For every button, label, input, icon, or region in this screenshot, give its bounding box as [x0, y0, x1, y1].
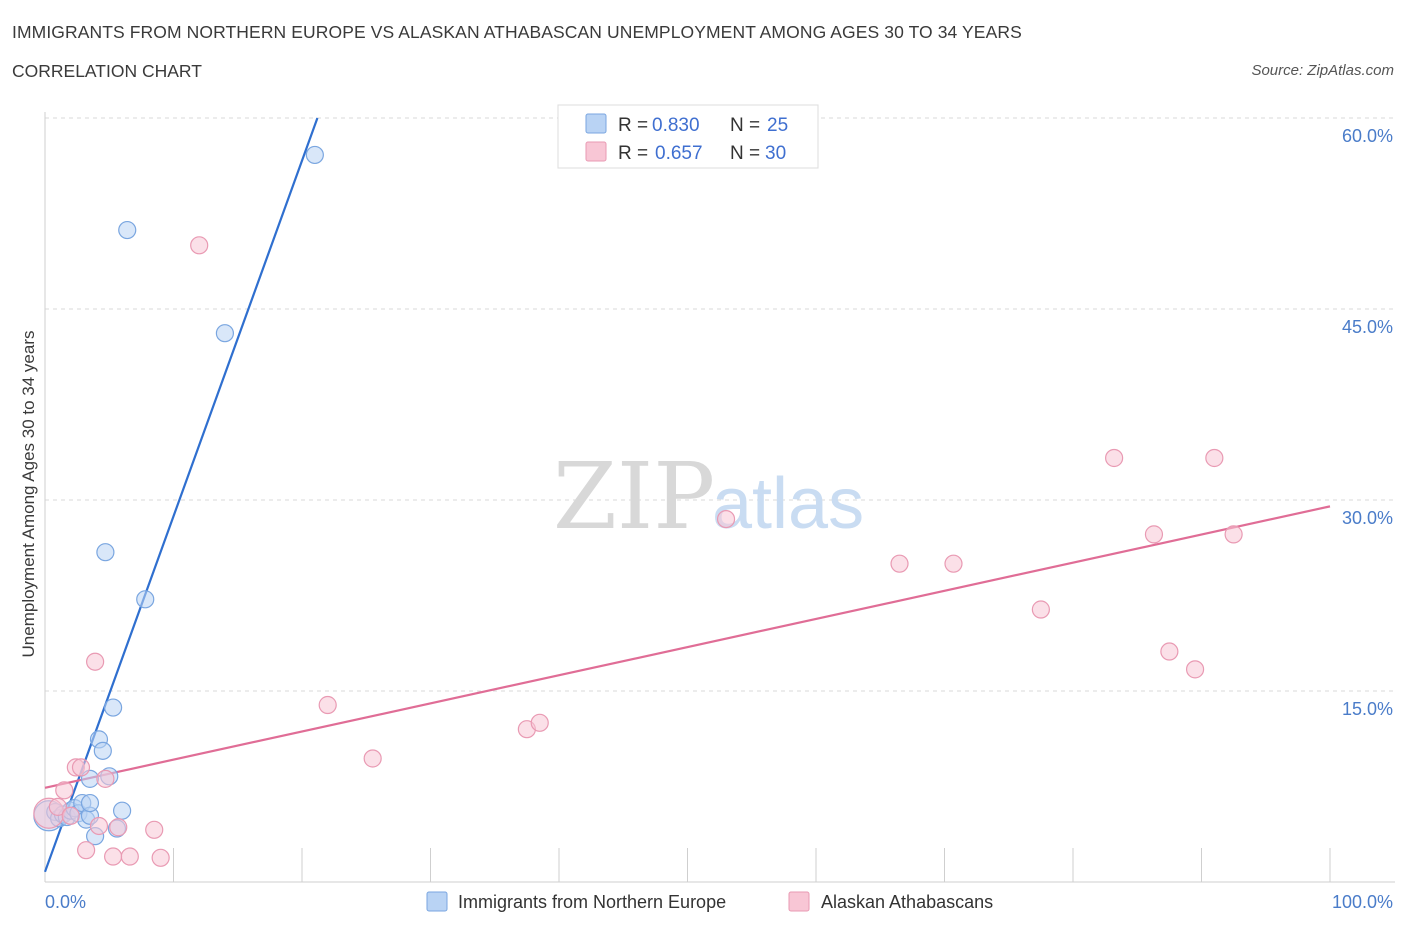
blue-data-point	[104, 698, 123, 717]
blue-data-point	[215, 324, 234, 343]
grid-layer	[45, 117, 1395, 692]
series-legend-label-blue: Immigrants from Northern Europe	[458, 892, 726, 912]
pink-data-point	[61, 806, 80, 825]
series-legend-swatch-pink	[788, 891, 810, 912]
pink-data-point	[1224, 525, 1243, 544]
pink-data-point	[55, 781, 74, 800]
pink-data-point	[120, 847, 139, 866]
pink-trendline	[44, 505, 1331, 789]
series-legend: Immigrants from Northern Europe Alaskan …	[426, 891, 993, 912]
stats-legend-swatch-pink	[585, 141, 607, 162]
blue-data-point	[112, 801, 132, 820]
pink-data-point	[89, 816, 109, 836]
stats-legend-r-value-2: 0.657	[655, 143, 703, 164]
pink-data-point	[86, 652, 105, 671]
pink-data-point	[104, 847, 123, 866]
pink-data-point	[48, 797, 67, 816]
series-legend-label-pink: Alaskan Athabascans	[821, 892, 993, 912]
pink-data-point	[363, 749, 382, 768]
stats-legend-n-label-2: N =	[730, 143, 760, 164]
y-tick-label: 60.0%	[1342, 126, 1393, 146]
pink-data-point	[109, 818, 128, 837]
stats-legend-r-label-2: R =	[618, 143, 648, 164]
pink-data-point	[1185, 660, 1205, 679]
point-layer	[33, 145, 1243, 867]
pink-data-point	[530, 713, 549, 732]
series-legend-swatch-blue	[426, 891, 448, 912]
blue-data-point	[305, 145, 324, 165]
blue-data-point	[136, 590, 155, 609]
watermark-zip: ZIP	[553, 443, 715, 550]
pink-data-point	[71, 758, 91, 777]
chart-subtitle: CORRELATION CHART	[12, 61, 202, 81]
blue-data-point	[93, 741, 112, 760]
watermark-atlas: atlas	[712, 464, 864, 544]
x-tick-label: 100.0%	[1332, 892, 1393, 912]
pink-data-point	[190, 236, 209, 255]
blue-data-point	[96, 543, 115, 562]
pink-data-point	[1160, 642, 1179, 661]
source-label: Source: ZipAtlas.com	[1251, 62, 1394, 79]
pink-data-point	[145, 820, 164, 839]
y-tick-label: 45.0%	[1342, 317, 1393, 337]
stats-legend-r-value-1: 0.830	[652, 115, 700, 136]
pink-data-point	[716, 509, 736, 529]
stats-legend-n-label-1: N =	[730, 115, 760, 136]
pink-data-point	[77, 841, 96, 860]
y-tick-label: 15.0%	[1342, 699, 1393, 719]
chart-title: IMMIGRANTS FROM NORTHERN EUROPE VS ALASK…	[12, 22, 1022, 42]
watermark: ZIP atlas	[553, 443, 864, 550]
pink-data-point	[1205, 448, 1224, 468]
stats-legend-swatch-blue	[585, 113, 607, 134]
pink-data-point	[151, 848, 170, 867]
stats-legend: R = 0.830 N = 25 R = 0.657 N = 30	[557, 104, 819, 169]
trend-layer	[43, 117, 1331, 873]
y-tick-label: 30.0%	[1342, 508, 1393, 528]
y-axis-label: Unemployment Among Ages 30 to 34 years	[19, 331, 38, 658]
blue-trendline	[43, 117, 319, 873]
pink-data-point	[1144, 525, 1164, 544]
pink-data-point	[944, 554, 963, 573]
stats-legend-n-value-2: 30	[765, 143, 786, 164]
axis-layer: 15.0% 30.0% 45.0% 60.0% 0.0% 100.0%	[44, 112, 1395, 912]
blue-data-point	[80, 793, 100, 813]
stats-legend-r-label-1: R =	[618, 115, 648, 136]
pink-data-point	[1105, 448, 1124, 468]
pink-data-point	[96, 769, 115, 788]
x-tick-label: 0.0%	[45, 892, 86, 912]
stats-legend-n-value-1: 25	[767, 115, 788, 136]
pink-data-point	[890, 554, 909, 573]
pink-data-point	[318, 695, 337, 715]
pink-data-point	[1031, 600, 1050, 619]
blue-data-point	[118, 220, 137, 240]
